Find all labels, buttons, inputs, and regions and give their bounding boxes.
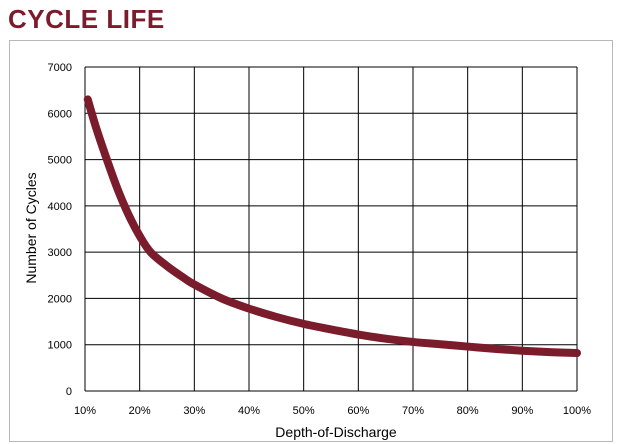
y-tick-label: 3000 bbox=[48, 247, 72, 259]
chart-frame bbox=[9, 40, 613, 442]
cycle-life-series-line bbox=[83, 95, 581, 358]
x-tick-labels: 10% 20% 30% 40% 50% 60% 70% 80% 90% 100% bbox=[74, 405, 591, 417]
y-tick-label: 2000 bbox=[48, 293, 72, 305]
y-tick-label: 0 bbox=[66, 386, 72, 398]
x-tick-label: 10% bbox=[74, 405, 96, 417]
page-title: CYCLE LIFE bbox=[8, 4, 165, 34]
x-tick-label: 80% bbox=[457, 405, 479, 417]
x-tick-label: 100% bbox=[563, 405, 591, 417]
y-tick-label: 1000 bbox=[48, 340, 72, 352]
x-tick-label: 60% bbox=[347, 405, 369, 417]
y-tick-label: 5000 bbox=[48, 155, 72, 167]
x-tick-label: 70% bbox=[402, 405, 424, 417]
y-tick-label: 6000 bbox=[48, 108, 72, 120]
x-tick-label: 20% bbox=[129, 405, 151, 417]
x-tick-label: 90% bbox=[511, 405, 533, 417]
x-axis-label: Depth-of-Discharge bbox=[275, 424, 397, 440]
grid-lines bbox=[84, 66, 578, 392]
y-axis-label: Number of Cycles bbox=[23, 172, 39, 283]
y-tick-labels: 0 1000 2000 3000 4000 5000 6000 7000 bbox=[48, 62, 72, 398]
y-tick-label: 4000 bbox=[48, 201, 72, 213]
y-tick-label: 7000 bbox=[48, 62, 72, 74]
x-tick-label: 30% bbox=[183, 405, 205, 417]
x-tick-label: 40% bbox=[238, 405, 260, 417]
x-tick-label: 50% bbox=[293, 405, 315, 417]
